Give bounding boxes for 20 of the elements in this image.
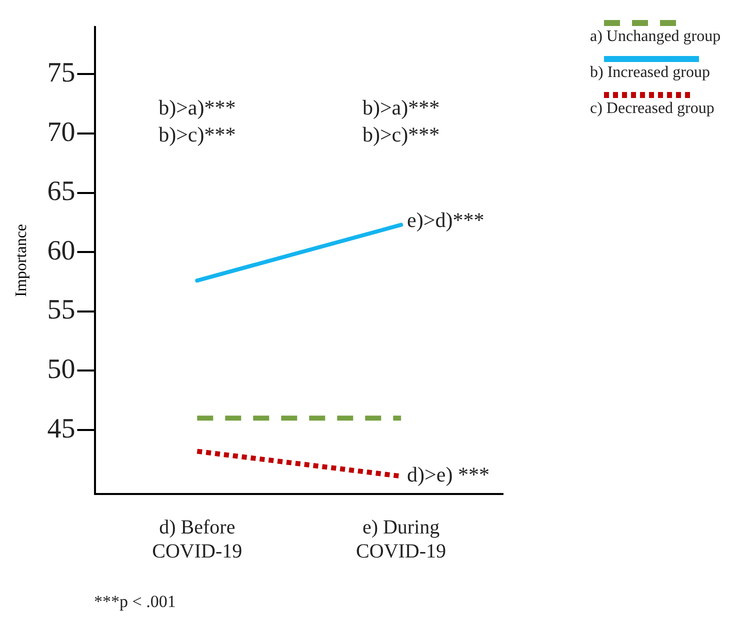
y-axis-title: Importance	[12, 224, 30, 297]
text: ***p < .001	[94, 592, 176, 612]
annotation: b)>a)***	[362, 95, 440, 120]
y-tick-label: 70	[47, 116, 76, 148]
annotation: d)>e) ***	[407, 462, 490, 487]
y-tick-label: 50	[47, 354, 76, 386]
legend-label: a) Unchanged group	[590, 28, 721, 46]
y-tick-label: 45	[47, 413, 76, 444]
annotation: e)>d)***	[407, 208, 484, 232]
legend-label: c) Decreased group	[590, 100, 714, 118]
y-tick-label: 60	[47, 235, 76, 266]
y-tick-label: 55	[47, 294, 76, 326]
y-tick-label: 75	[47, 58, 76, 89]
annotation: b)>c)***	[158, 122, 236, 146]
y-tick-label: 65	[47, 176, 76, 208]
annotation: b)>c)***	[362, 122, 440, 146]
x-tick-label: d) Before COVID-19	[152, 516, 242, 562]
legend-label: b) Increased group	[590, 64, 710, 82]
annotation: b)>a)***	[158, 95, 236, 120]
x-tick-label: e) During COVID-19	[356, 516, 446, 562]
